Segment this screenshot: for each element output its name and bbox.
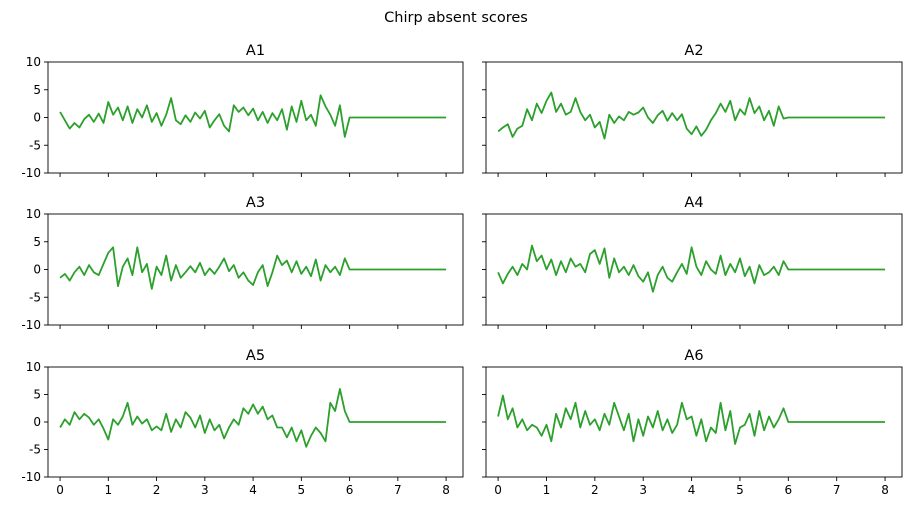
y-tick-label: 0	[33, 263, 41, 277]
series-line	[59, 94, 447, 138]
y-tick-label: 0	[33, 415, 41, 429]
y-tick-label: -5	[29, 443, 41, 457]
panel-a5: A5 0 1 2 3 4 5 6 7 8 10 5 0 -5 -10	[21, 348, 464, 497]
y-tick-label: 5	[33, 83, 41, 97]
panel-a1: A1 10 5 0 -5 -10	[21, 43, 464, 180]
panel-a6: A6 0 1 2 3 4 5 6 7 8	[482, 348, 903, 497]
x-tick-label: 6	[346, 483, 354, 497]
x-tick-label: 8	[442, 483, 450, 497]
panel-title: A2	[684, 43, 703, 59]
series-line	[497, 244, 886, 293]
y-tick-label: -10	[21, 318, 41, 332]
y-tick-label: -10	[21, 166, 41, 180]
series-line	[497, 394, 886, 445]
panel-a4: A4	[482, 195, 903, 329]
x-tick-label: 4	[688, 483, 696, 497]
plot-frame	[485, 366, 903, 478]
x-tick-label: 1	[104, 483, 112, 497]
x-tick-label: 1	[543, 483, 551, 497]
y-tick-label: 0	[33, 111, 41, 125]
x-tick-label: 0	[494, 483, 502, 497]
x-tick-label: 8	[881, 483, 889, 497]
y-tick-label: -10	[21, 470, 41, 484]
y-tick-label: 10	[26, 55, 41, 69]
y-tick-label: 10	[26, 360, 41, 374]
series-line	[59, 246, 447, 290]
panel-title: A4	[684, 195, 703, 211]
figure-title: Chirp absent scores	[384, 10, 528, 26]
x-tick-label: 3	[639, 483, 647, 497]
panel-title: A1	[246, 43, 265, 59]
panel-a2: A2	[482, 43, 903, 177]
x-tick-label: 0	[56, 483, 64, 497]
panel-a3: A3 10 5 0 -5 -10	[21, 195, 464, 332]
x-tick-label: 2	[153, 483, 161, 497]
y-tick-label: -5	[29, 138, 41, 152]
y-tick-label: 10	[26, 207, 41, 221]
plot-frame	[47, 61, 464, 174]
plot-frame	[485, 61, 903, 174]
panel-title: A6	[684, 348, 703, 364]
y-tick-label: -5	[29, 290, 41, 304]
y-tick-label: 5	[33, 388, 41, 402]
x-tick-label: 3	[201, 483, 209, 497]
panel-title: A3	[246, 195, 265, 211]
y-tick-label: 5	[33, 235, 41, 249]
series-line	[59, 388, 447, 448]
plot-frame	[485, 213, 903, 326]
panel-title: A5	[246, 348, 265, 364]
x-tick-label: 7	[833, 483, 841, 497]
x-tick-label: 5	[298, 483, 306, 497]
x-tick-label: 2	[591, 483, 599, 497]
x-tick-label: 7	[394, 483, 402, 497]
x-tick-label: 5	[736, 483, 744, 497]
x-tick-label: 6	[785, 483, 793, 497]
x-tick-label: 4	[249, 483, 257, 497]
plot-frame	[47, 366, 464, 478]
series-line	[497, 91, 886, 140]
plot-frame	[47, 213, 464, 326]
